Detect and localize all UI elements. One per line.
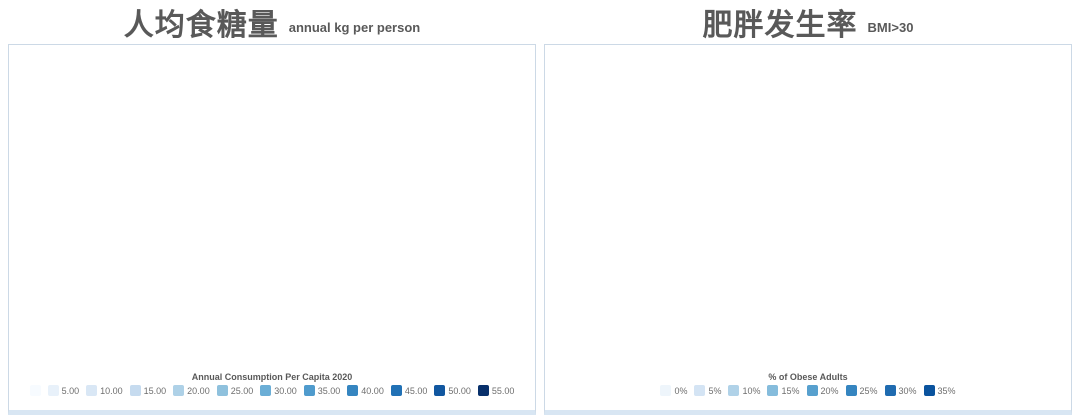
legend-item: 15% bbox=[767, 385, 800, 396]
legend-item: 20.00 bbox=[173, 385, 210, 396]
legend-item: 55.00 bbox=[477, 385, 515, 396]
legend-item: 0% bbox=[660, 385, 687, 396]
legend-label: 40.00 bbox=[361, 385, 384, 396]
legend-item: 15.00 bbox=[129, 385, 167, 396]
legend-swatch bbox=[390, 385, 402, 396]
sugar-legend: Annual Consumption Per Capita 2020 5.00 1… bbox=[9, 363, 535, 405]
legend-label: 0% bbox=[674, 385, 688, 396]
legend-swatch bbox=[173, 385, 185, 396]
legend-label: 20% bbox=[820, 385, 839, 396]
legend-label: 20.00 bbox=[187, 385, 210, 396]
legend-swatch bbox=[129, 385, 141, 396]
legend-swatch bbox=[728, 385, 740, 396]
sugar-title: 人均食糖量 bbox=[123, 9, 279, 42]
obesity-panel: 肥胖发生率 BMI>30 bbox=[544, 0, 1072, 415]
legend-label: 45.00 bbox=[404, 385, 428, 396]
obesity-title-row: 肥胖发生率 BMI>30 bbox=[544, 0, 1072, 44]
legend-swatch bbox=[47, 385, 59, 396]
legend-item: 45.00 bbox=[390, 385, 428, 396]
sugar-legend-title: Annual Consumption Per Capita 2020 bbox=[191, 372, 353, 382]
legend-swatch bbox=[923, 385, 935, 396]
legend-label: 15% bbox=[781, 385, 800, 396]
sugar-legend-items: 5.00 10.00 15.00 20.00 25.00 30.00 35.00 40.00 4… bbox=[29, 385, 515, 396]
obesity-legend-items: 0% 5% 10% 15% 20% 25% 30% 35% bbox=[660, 385, 956, 396]
sugar-title-row: 人均食糖量 annual kg per person bbox=[8, 0, 536, 44]
legend-item: 50.00 bbox=[434, 385, 471, 396]
legend-swatch bbox=[845, 385, 857, 396]
legend-item: 25% bbox=[845, 385, 878, 396]
legend-swatch bbox=[660, 385, 672, 396]
legend-item: 5.00 bbox=[47, 385, 80, 396]
legend-item: 35% bbox=[923, 385, 956, 396]
legend-swatch bbox=[477, 385, 489, 396]
legend-swatch bbox=[767, 385, 779, 396]
legend-label: 30.00 bbox=[274, 385, 297, 396]
legend-swatch bbox=[694, 385, 706, 396]
legend-item: 5% bbox=[694, 385, 721, 396]
legend-item: 40.00 bbox=[347, 385, 384, 396]
legend-swatch bbox=[260, 385, 272, 396]
legend-label: 25% bbox=[859, 385, 878, 396]
obesity-map-card: % of Obese Adults 0% 5% 10% 15% 20% 25% 30% 35% bbox=[544, 44, 1072, 415]
obesity-title: 肥胖发生率 bbox=[702, 9, 858, 42]
legend-label: 10.00 bbox=[100, 385, 123, 396]
legend-item bbox=[29, 385, 41, 396]
obesity-legend-title: % of Obese Adults bbox=[768, 372, 848, 382]
sugar-map-card: Annual Consumption Per Capita 2020 5.00 1… bbox=[8, 44, 536, 415]
obesity-choropleth-map[interactable] bbox=[545, 45, 1071, 363]
legend-label: 30% bbox=[898, 385, 917, 396]
legend-item: 30.00 bbox=[260, 385, 297, 396]
legend-label: 50.00 bbox=[448, 385, 471, 396]
legend-swatch bbox=[216, 385, 228, 396]
legend-swatch bbox=[303, 385, 315, 396]
legend-item: 30% bbox=[884, 385, 917, 396]
sugar-subtitle: annual kg per person bbox=[288, 19, 421, 35]
legend-item: 10% bbox=[728, 385, 760, 396]
legend-label: 15.00 bbox=[143, 385, 167, 396]
legend-label: 25.00 bbox=[230, 385, 254, 396]
legend-swatch bbox=[806, 385, 818, 396]
legend-item: 20% bbox=[806, 385, 839, 396]
legend-swatch bbox=[86, 385, 98, 396]
obesity-legend: % of Obese Adults 0% 5% 10% 15% 20% 25% 30% 35% bbox=[545, 363, 1071, 405]
legend-swatch bbox=[434, 385, 446, 396]
legend-label: 35.00 bbox=[317, 385, 341, 396]
legend-label: 5.00 bbox=[61, 385, 80, 396]
legend-label: 35% bbox=[937, 385, 956, 396]
legend-swatch bbox=[884, 385, 896, 396]
legend-item: 25.00 bbox=[216, 385, 254, 396]
obesity-subtitle: BMI>30 bbox=[867, 19, 914, 35]
legend-item: 35.00 bbox=[303, 385, 341, 396]
legend-label: 55.00 bbox=[491, 385, 515, 396]
legend-swatch bbox=[347, 385, 359, 396]
legend-swatch bbox=[29, 385, 41, 396]
legend-label: 5% bbox=[708, 385, 722, 396]
sugar-panel: 人均食糖量 annual kg per person bbox=[8, 0, 536, 415]
sugar-choropleth-map[interactable] bbox=[9, 45, 535, 363]
legend-item: 10.00 bbox=[86, 385, 123, 396]
legend-label: 10% bbox=[742, 385, 761, 396]
